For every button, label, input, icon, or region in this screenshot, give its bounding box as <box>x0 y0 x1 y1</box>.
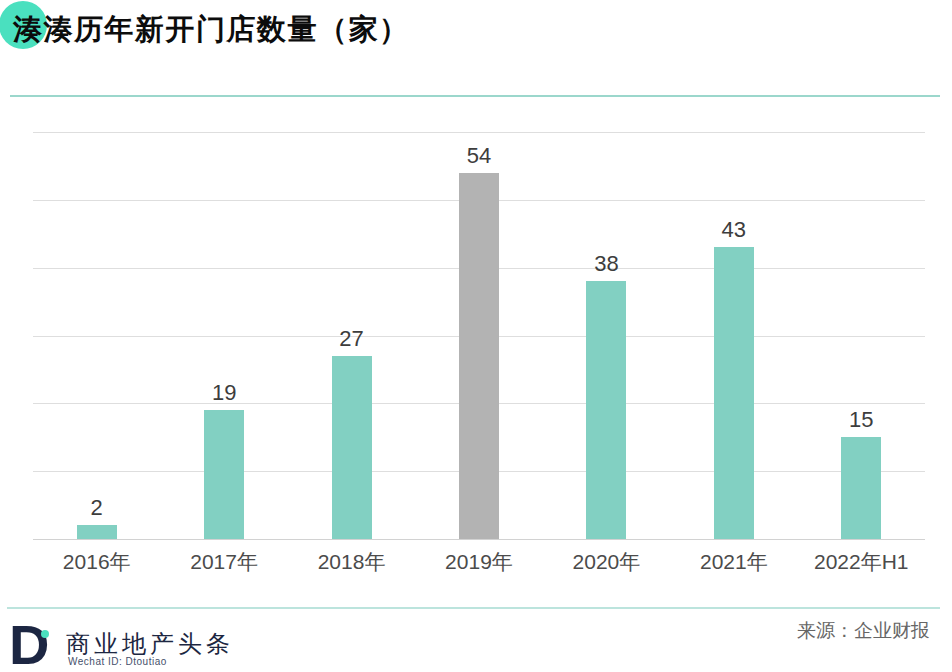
x-axis-labels: 2016年2017年2018年2019年2020年2021年2022年H1 <box>33 548 925 576</box>
bar-2019年 <box>459 173 499 539</box>
bar-value-label: 27 <box>339 328 363 350</box>
x-axis-label-2017年: 2017年 <box>160 548 287 576</box>
x-axis-label-2018年: 2018年 <box>288 548 415 576</box>
x-axis-label-2020年: 2020年 <box>543 548 670 576</box>
bar-2017年 <box>204 410 244 539</box>
bar-value-label: 43 <box>722 219 746 241</box>
bar-slot-2017年: 19 <box>160 132 287 539</box>
bar-slot-2021年: 43 <box>670 132 797 539</box>
x-axis-label-2022年H1: 2022年H1 <box>798 548 925 576</box>
bar-slot-2020年: 38 <box>543 132 670 539</box>
bar-value-label: 54 <box>467 145 491 167</box>
bar-slot-2022年H1: 15 <box>798 132 925 539</box>
bar-group-container: 2 19 27 54 38 43 15 <box>33 132 925 539</box>
bar-slot-2019年: 54 <box>415 132 542 539</box>
bar-value-label: 38 <box>594 253 618 275</box>
x-axis-line <box>33 539 925 540</box>
brand-logo-d: D <box>9 617 49 672</box>
bottom-divider <box>7 607 940 609</box>
bar-2021年 <box>714 247 754 539</box>
brand-logo-dot-icon <box>41 630 49 638</box>
bar-2016年 <box>77 525 117 539</box>
bar-chart-plot: 2 19 27 54 38 43 15 <box>33 132 925 539</box>
bar-2022年H1 <box>841 437 881 539</box>
data-source: 来源：企业财报 <box>797 618 930 644</box>
wechat-id: Wechat ID: Dtoutiao <box>68 656 167 667</box>
bar-2020年 <box>586 281 626 539</box>
bar-slot-2018年: 27 <box>288 132 415 539</box>
bar-2018年 <box>332 356 372 539</box>
x-axis-label-2021年: 2021年 <box>670 548 797 576</box>
bar-value-label: 15 <box>849 409 873 431</box>
chart-page: 湊湊历年新开门店数量（家） 2192754384315 2016年2017年20… <box>0 0 952 672</box>
x-axis-label-2016年: 2016年 <box>33 548 160 576</box>
bar-slot-2016年: 2 <box>33 132 160 539</box>
bar-value-label: 2 <box>91 497 103 519</box>
top-divider <box>10 95 940 97</box>
bar-value-label: 19 <box>212 382 236 404</box>
page-title: 湊湊历年新开门店数量（家） <box>13 10 410 50</box>
x-axis-label-2019年: 2019年 <box>415 548 542 576</box>
